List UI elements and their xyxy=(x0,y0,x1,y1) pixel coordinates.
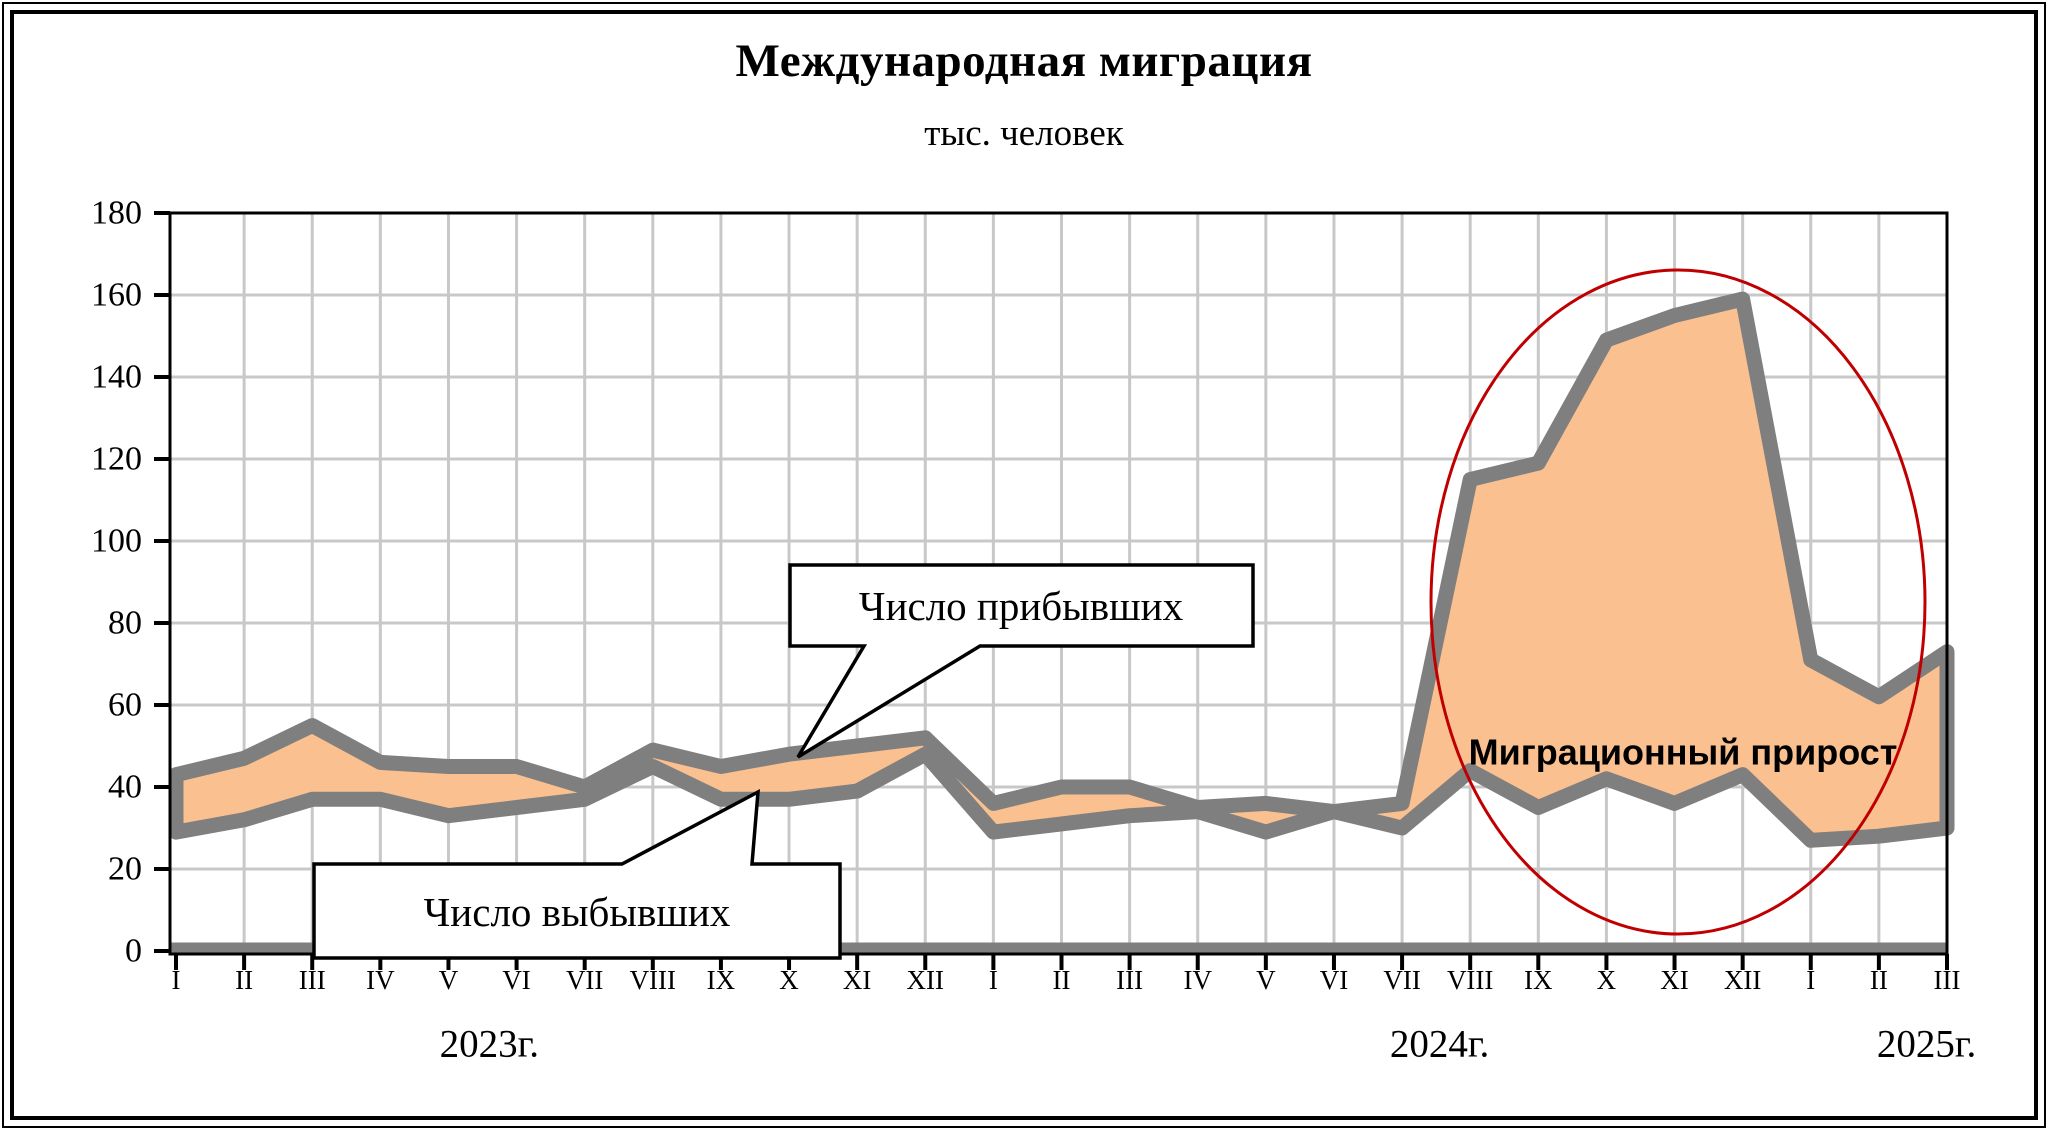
month-label: IX xyxy=(1524,965,1553,995)
month-label: II xyxy=(235,965,253,995)
month-label: X xyxy=(779,965,799,995)
y-axis-label: 120 xyxy=(91,441,142,478)
y-axis-label: 80 xyxy=(108,605,142,642)
month-label: X xyxy=(1597,965,1617,995)
callout-arrivals-box xyxy=(788,563,1255,759)
month-label: VII xyxy=(566,965,603,995)
month-label: IV xyxy=(1183,965,1212,995)
month-label: IV xyxy=(366,965,395,995)
month-label: II xyxy=(1053,965,1071,995)
month-label: II xyxy=(1870,965,1888,995)
month-label: VI xyxy=(502,965,531,995)
year-label: 2023г. xyxy=(440,1023,539,1066)
chart-title: Международная миграция xyxy=(735,35,1313,87)
plot-border xyxy=(168,211,1949,956)
month-label: III xyxy=(1116,965,1143,995)
month-label: XII xyxy=(907,965,944,995)
callout-arrivals-label: Число прибывших xyxy=(859,583,1183,629)
month-label: VIII xyxy=(1447,965,1493,995)
chart-subtitle: тыс. человек xyxy=(924,113,1124,154)
month-label: XI xyxy=(1660,965,1689,995)
y-axis-label: 20 xyxy=(108,851,142,888)
y-axis-label: 60 xyxy=(108,687,142,724)
month-label: VI xyxy=(1320,965,1349,995)
y-axis-label: 0 xyxy=(125,933,142,970)
month-label: I xyxy=(1806,965,1815,995)
month-label: V xyxy=(439,965,459,995)
y-axis-label: 40 xyxy=(108,769,142,806)
month-label: III xyxy=(1934,965,1961,995)
y-axis-label: 140 xyxy=(91,359,142,396)
month-label: XII xyxy=(1724,965,1761,995)
month-label: I xyxy=(172,965,181,995)
month-label: V xyxy=(1256,965,1276,995)
callout-departures-label: Число выбывших xyxy=(424,889,731,935)
month-label: XI xyxy=(843,965,872,995)
y-axis-label: 180 xyxy=(91,195,142,232)
band-label: Миграционный прирост xyxy=(1469,732,1898,773)
month-label: VII xyxy=(1383,965,1420,995)
y-axis-label: 100 xyxy=(91,523,142,560)
month-label: VIII xyxy=(630,965,676,995)
month-label: I xyxy=(989,965,998,995)
highlight-ellipse xyxy=(1429,268,1927,936)
callout-departures-box xyxy=(312,788,842,960)
y-axis-label: 160 xyxy=(91,277,142,314)
year-label: 2025г. xyxy=(1877,1023,1976,1066)
month-label: III xyxy=(299,965,326,995)
month-label: IX xyxy=(707,965,736,995)
year-label: 2024г. xyxy=(1390,1023,1489,1066)
